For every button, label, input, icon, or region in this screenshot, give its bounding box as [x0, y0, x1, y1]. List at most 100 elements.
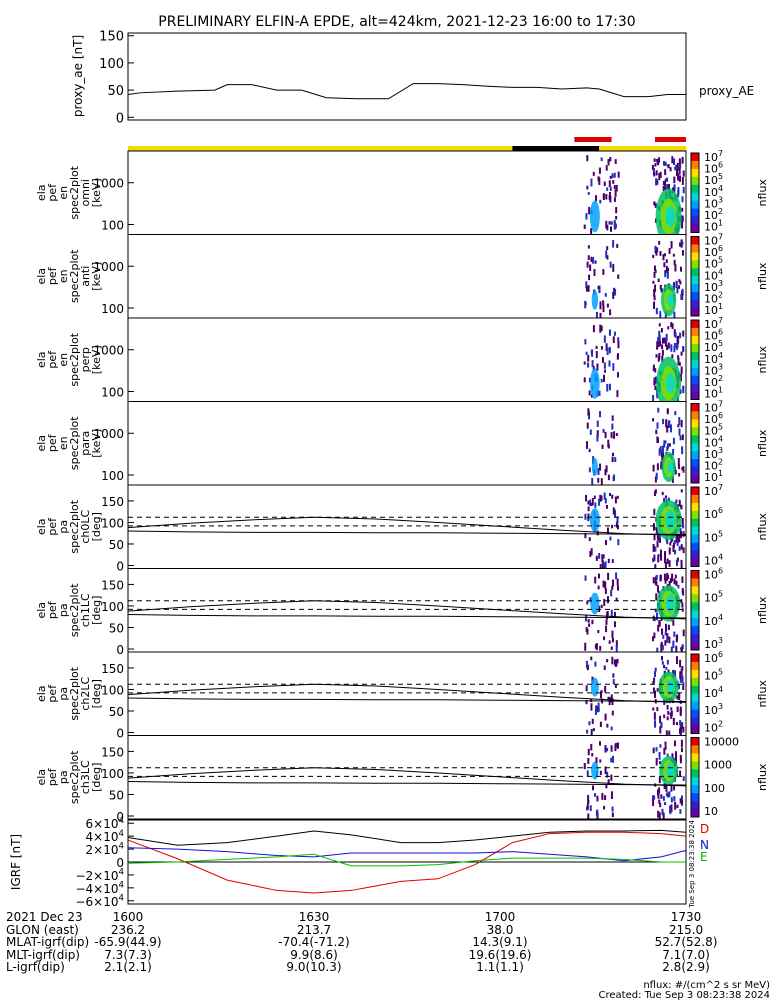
flux-speckle: [589, 264, 592, 271]
flux-speckle: [657, 278, 660, 283]
colorbar-tick-label: 105: [704, 529, 723, 544]
flux-speckle: [599, 691, 602, 699]
flux-speckle: [606, 246, 609, 251]
side-stamp: Tue Sep 3 08:23:38 2024: [688, 819, 696, 908]
flux-speckle: [680, 544, 683, 550]
flux-speckle: [679, 724, 682, 730]
colorbar-segment: [691, 419, 699, 428]
flux-speckle: [678, 499, 681, 507]
ephemeris-value: 19.6(19.6): [469, 948, 532, 962]
flux-speckle: [606, 303, 609, 308]
flux-speckle: [670, 241, 673, 249]
colorbar-segment: [691, 677, 699, 687]
panel-ylabel-line: ch2LC: [79, 677, 92, 711]
flux-speckle: [668, 443, 671, 447]
flux-speckle: [606, 611, 609, 617]
colorbar-segment: [691, 375, 699, 385]
panel-ylabel-line: ela: [35, 685, 48, 702]
panel-ylabel-line: spec2plot: [68, 666, 81, 720]
flux-speckle: [655, 593, 658, 601]
flux-speckle: [595, 351, 598, 359]
y-tick-label: 100: [101, 600, 124, 614]
panel-ylabel-line: [keV]: [90, 345, 103, 374]
flux-speckle: [652, 747, 655, 754]
flux-speckle: [611, 423, 614, 430]
igrf-series-line: [127, 853, 686, 867]
flux-speckle: [656, 247, 659, 253]
flux-speckle: [612, 363, 615, 371]
panel-background: [128, 568, 686, 652]
flux-speckle: [677, 190, 680, 198]
flux-speckle: [653, 271, 656, 278]
flux-speckle: [596, 433, 599, 442]
flux-speckle: [665, 333, 668, 342]
flux-speckle: [682, 590, 685, 596]
flux-speckle: [660, 328, 663, 333]
flux-speckle: [679, 770, 682, 777]
flux-speckle: [667, 183, 670, 190]
flux-speckle: [668, 580, 671, 587]
flux-speckle: [586, 664, 589, 671]
flux-speckle: [613, 172, 616, 178]
flux-speckle: [678, 534, 681, 543]
panel-ylabel-line: en: [57, 186, 70, 200]
colorbar-frame: [690, 236, 700, 317]
flux-speckle: [663, 337, 666, 344]
flux-speckle: [664, 178, 667, 182]
flux-speckle: [663, 573, 666, 581]
flux-blob: [589, 508, 600, 533]
flux-speckle: [664, 556, 667, 564]
colorbar-segment: [691, 292, 699, 301]
flux-speckle: [652, 523, 655, 531]
flux-speckle: [591, 753, 594, 757]
ephemeris-value: 1730: [671, 910, 702, 924]
flux-speckle: [601, 444, 604, 449]
flux-speckle: [678, 546, 681, 551]
flux-speckle: [662, 634, 665, 639]
flux-speckle: [595, 345, 598, 350]
flux-speckle: [615, 597, 618, 602]
flux-speckle: [614, 684, 617, 688]
colorbar-tick-label: 100: [704, 782, 725, 795]
flux-speckle: [682, 469, 685, 473]
flux-speckle: [674, 332, 677, 338]
flux-speckle: [610, 774, 613, 781]
flux-speckle: [659, 715, 662, 724]
flux-speckle: [586, 261, 589, 268]
y-tick-label: 0: [116, 643, 124, 657]
flux-speckle: [664, 551, 667, 558]
flux-speckle: [672, 640, 675, 649]
ephemeris-value: 1600: [113, 910, 144, 924]
flux-speckle: [611, 415, 614, 421]
flux-speckle: [615, 184, 618, 192]
flux-speckle: [672, 253, 675, 257]
flux-speckle: [613, 331, 616, 336]
flux-speckle: [605, 250, 608, 258]
flux-speckle: [658, 533, 661, 540]
y-tick-label: −2×104: [75, 868, 124, 883]
flux-speckle: [678, 279, 681, 283]
flux-speckle: [663, 262, 666, 268]
flux-speckle: [676, 804, 679, 809]
flux-speckle: [679, 798, 682, 804]
flux-speckle: [653, 201, 656, 206]
panel-ylabel-line: ela: [35, 769, 48, 786]
flux-speckle: [603, 362, 606, 369]
flux-speckle: [679, 332, 682, 339]
pitch-boundary-lower: [127, 781, 687, 786]
flux-speckle: [672, 619, 675, 626]
flux-speckle: [665, 259, 668, 264]
panel-ylabel-line: spec2plot: [68, 332, 81, 386]
flux-speckle: [653, 533, 656, 541]
flux-speckle: [659, 802, 662, 808]
colorbar-frame: [690, 653, 700, 734]
flux-speckle: [653, 381, 656, 386]
flux-speckle: [680, 668, 683, 676]
panel-ylabel-line: pef: [46, 767, 59, 786]
flux-speckle: [606, 771, 609, 778]
flux-speckle: [658, 620, 661, 627]
flux-speckle: [610, 226, 613, 232]
flux-speckle: [670, 784, 673, 792]
flux-speckle: [677, 357, 680, 366]
flux-speckle: [611, 630, 614, 639]
